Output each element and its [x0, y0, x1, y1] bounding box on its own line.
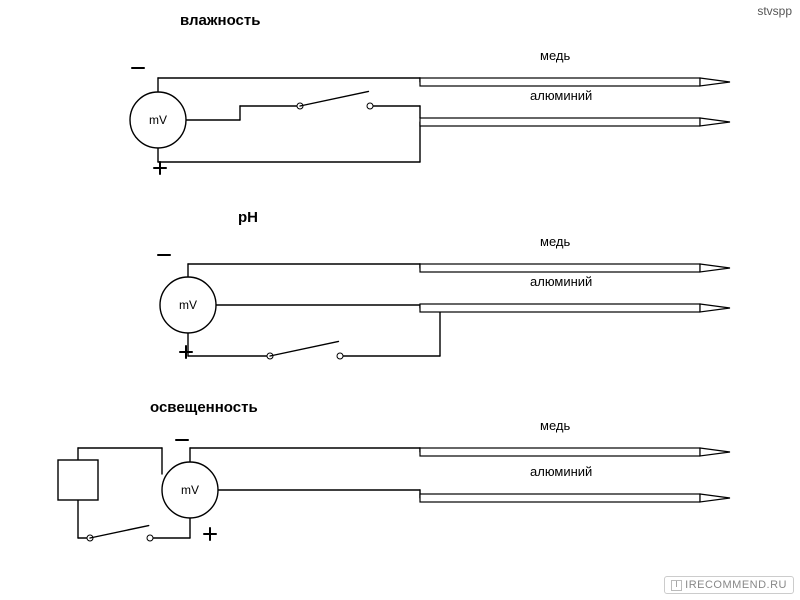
svg-text:mV: mV: [179, 298, 197, 312]
svg-text:алюминий: алюминий: [530, 88, 592, 103]
diagram-canvas: влажность медь алюминий mV pH медь алюминий mV о…: [0, 0, 800, 600]
svg-text:медь: медь: [540, 234, 570, 249]
watermark-top-right: stvspp: [757, 4, 792, 18]
watermark-bottom-right: IIRECOMMEND.RU: [664, 576, 794, 594]
svg-text:mV: mV: [181, 483, 199, 497]
svg-text:mV: mV: [149, 113, 167, 127]
svg-text:алюминий: алюминий: [530, 464, 592, 479]
svg-text:медь: медь: [540, 48, 570, 63]
svg-text:медь: медь: [540, 418, 570, 433]
circuit-svg: влажность медь алюминий mV pH медь алюминий mV о…: [0, 0, 800, 600]
svg-text:влажность: влажность: [180, 12, 260, 29]
svg-text:освещенность: освещенность: [150, 399, 258, 416]
svg-text:алюминий: алюминий: [530, 274, 592, 289]
svg-text:pH: pH: [238, 209, 258, 226]
